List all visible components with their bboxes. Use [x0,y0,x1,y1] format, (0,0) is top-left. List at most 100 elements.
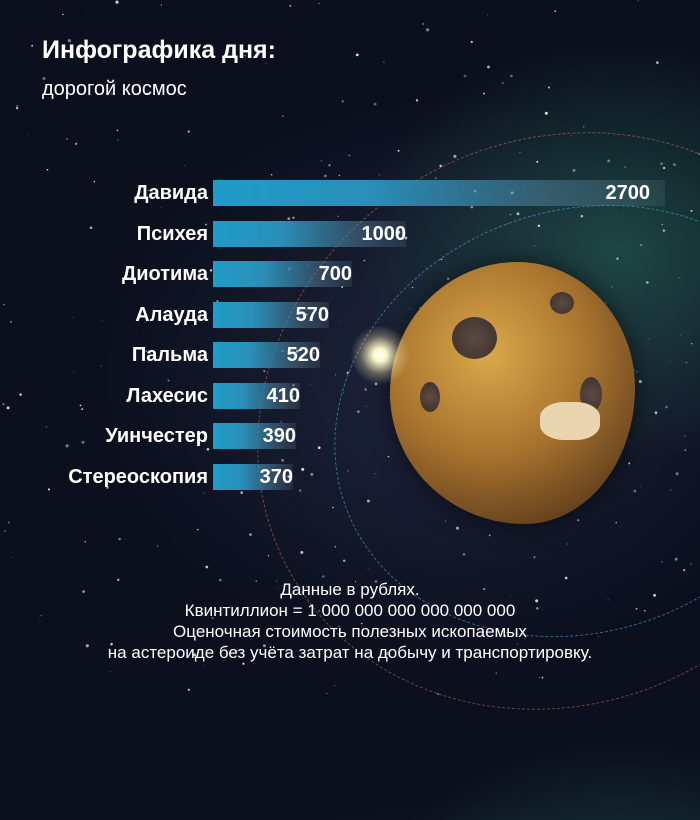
star [483,588,486,591]
star [660,162,663,165]
star [378,174,380,176]
star [342,559,346,562]
star [240,491,244,494]
star [267,555,270,557]
star [287,217,291,221]
star [154,106,156,108]
star [347,470,349,472]
star [117,578,120,582]
footer-line: Квинтиллион = 1 000 000 000 000 000 000 [184,601,516,620]
value-label: 520 [286,344,320,366]
star [541,676,544,679]
star [85,644,89,648]
star [510,74,513,78]
star [71,317,73,318]
star [517,643,519,645]
star [637,0,639,2]
star [389,396,390,398]
star [363,259,366,262]
light-flare [350,325,410,385]
star [656,61,659,65]
star [45,86,48,89]
star [509,214,512,216]
asteroid-image [390,262,635,524]
bar [213,382,300,409]
star [446,277,450,281]
star [11,556,12,558]
star [647,338,649,340]
star [255,580,258,583]
star [47,488,51,491]
star [548,86,550,89]
star [277,588,278,590]
star [675,472,679,476]
star [535,599,539,603]
star [197,528,199,531]
star [684,449,687,452]
star [204,492,206,494]
bar [213,423,296,449]
star [300,550,304,554]
star [537,224,541,228]
star [209,269,213,272]
star [26,134,28,136]
star [463,74,467,78]
star [331,315,333,317]
bar [213,261,352,287]
star [640,486,641,487]
star [7,521,11,524]
star [82,590,85,593]
star [507,223,508,225]
star [145,349,148,353]
star [698,153,700,155]
star [487,65,490,69]
bar [213,463,293,490]
star [462,553,466,556]
star [577,519,580,522]
star [367,499,370,503]
star [110,670,112,672]
star [387,455,390,458]
star [3,303,5,306]
star [566,543,568,545]
star [146,92,149,95]
star [616,257,619,260]
star [355,53,359,57]
star [320,160,322,162]
star [117,139,119,141]
star [110,92,114,95]
star [367,567,369,569]
star [607,159,611,163]
star [426,28,430,32]
category-label: Уинчестер [105,425,208,447]
star [385,651,390,656]
star [487,14,488,16]
star [690,209,693,212]
star [671,359,672,361]
star [678,277,680,279]
star [75,142,78,145]
star [638,379,642,384]
star [81,440,85,444]
star [205,223,208,226]
bar-row: Давида 2700 [0,180,700,206]
star [289,5,292,7]
star [662,166,666,170]
star [19,393,22,396]
star [167,379,170,382]
star [292,216,295,219]
star [187,688,190,691]
star [306,586,309,588]
star [516,212,520,216]
star [654,411,658,414]
star [683,569,686,572]
value-label: 390 [262,425,296,447]
star [184,165,186,167]
star [46,168,49,171]
star [93,180,96,183]
star [62,13,64,16]
star [187,130,190,133]
star [503,634,507,638]
star [635,607,638,610]
star [141,51,144,54]
